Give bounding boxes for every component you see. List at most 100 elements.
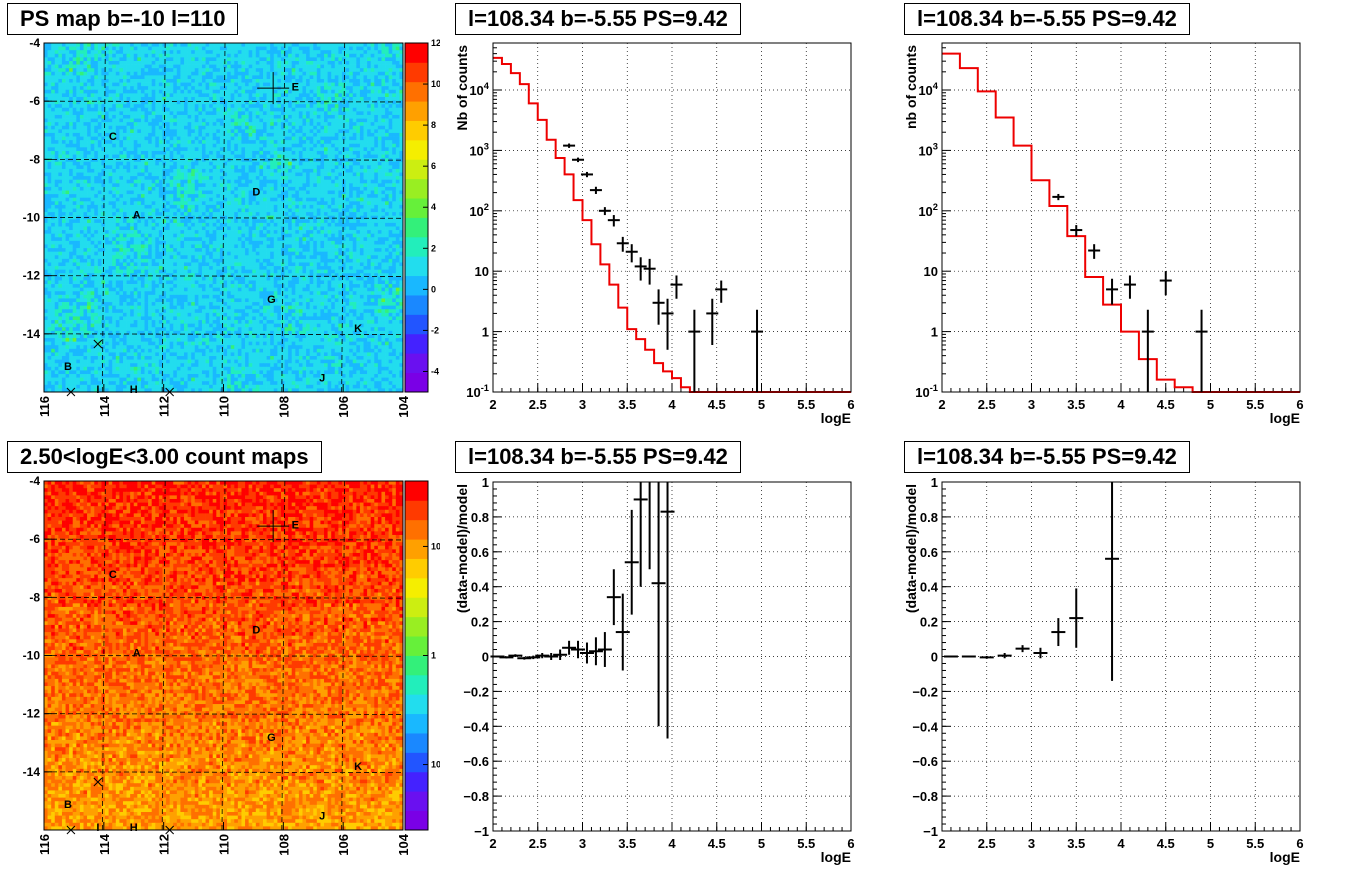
y-tick-label: -12: [23, 707, 41, 721]
residual-title-1: l=108.34 b=-5.55 PS=9.42: [455, 441, 741, 473]
x-tick-label: 4: [668, 836, 676, 851]
residual-point: [998, 653, 1012, 658]
y-axis-title: nb of counts: [903, 45, 919, 129]
colorbar-cell: [405, 101, 428, 121]
data-point: [581, 172, 593, 177]
x-tick-label: 3.5: [618, 836, 636, 851]
y-tick-label: 0.4: [920, 580, 939, 595]
x-tick-label: 114: [97, 395, 112, 417]
x-tick-label: 2.5: [529, 836, 547, 851]
y-tick-label: 0.4: [471, 580, 490, 595]
y-tick-label: -10: [23, 649, 41, 663]
y-tick-label: 0: [931, 650, 938, 665]
ps-map-title: PS map b=-10 l=110: [7, 3, 238, 35]
colorbar-cell: [405, 617, 428, 637]
colorbar-cell: [405, 276, 428, 296]
residual-point: [1105, 482, 1119, 681]
data-point: [563, 144, 575, 148]
spectrum-title-2: l=108.34 b=-5.55 PS=9.42: [904, 3, 1190, 35]
colorbar-cell: [405, 198, 428, 218]
source-label-I: I: [96, 384, 99, 396]
residual-point: [980, 656, 994, 659]
colorbar-cell: [405, 481, 428, 501]
x-tick-label: 112: [157, 396, 172, 417]
source-label-A: A: [133, 210, 141, 222]
x-tick-label: 2: [938, 397, 945, 412]
colorbar-tick-label: 12: [431, 38, 440, 48]
x-tick-label: 4: [668, 397, 676, 412]
colorbar-cell: [405, 539, 428, 559]
y-tick-label: 104: [918, 81, 938, 98]
y-tick-label: 0.8: [920, 510, 938, 525]
colorbar-cell: [405, 733, 428, 753]
x-tick-label: 4.5: [708, 397, 726, 412]
residual-point: [634, 482, 648, 587]
x-tick-label: 3: [1028, 397, 1035, 412]
y-tick-label: 10-1: [466, 383, 489, 400]
x-tick-label: 4.5: [1157, 397, 1175, 412]
spectrum-title-1: l=108.34 b=-5.55 PS=9.42: [455, 3, 741, 35]
x-tick-label: 4.5: [708, 836, 726, 851]
source-label-D: D: [252, 624, 260, 636]
x-tick-label: 2: [938, 836, 945, 851]
data-point: [1124, 275, 1136, 298]
y-tick-label: 104: [469, 81, 489, 98]
source-label-C: C: [109, 131, 117, 143]
colorbar-cell: [405, 675, 428, 695]
colorbar-cell: [405, 373, 428, 393]
model-step-line: [942, 54, 1300, 392]
x-tick-label: 4: [1117, 836, 1125, 851]
x-tick-label: 108: [276, 396, 291, 418]
colorbar-cell: [405, 597, 428, 617]
grid: [942, 482, 1300, 831]
colorbar-cell: [405, 656, 428, 676]
colorbar-cell: [405, 520, 428, 540]
colorbar-tick-label: 10: [431, 79, 440, 89]
colorbar-tick-label: 2: [431, 243, 436, 253]
x-tick-label: 5: [1207, 836, 1214, 851]
y-tick-label: -4: [29, 36, 40, 50]
data-point: [1088, 244, 1100, 259]
source-label-J: J: [319, 372, 325, 384]
colorbar-tick-label: 10: [431, 541, 440, 551]
y-tick-label: 1: [482, 325, 489, 340]
y-tick-label: 102: [469, 202, 489, 219]
residual-point: [1016, 645, 1030, 652]
colorbar-tick-label: 10-1: [431, 759, 440, 770]
y-tick-label: 0: [482, 650, 489, 665]
y-tick-label: −0.2: [912, 684, 938, 699]
residual-point: [661, 482, 675, 739]
x-tick-label: 3.5: [1067, 836, 1085, 851]
source-label-B: B: [64, 799, 72, 811]
x-tick-label: 116: [37, 396, 52, 417]
residual-point: [1069, 588, 1083, 647]
y-tick-label: 1: [482, 475, 489, 490]
residual-point: [625, 510, 639, 615]
x-tick-label: 3: [1028, 836, 1035, 851]
x-tick-label: 108: [276, 834, 291, 856]
source-label-K: K: [354, 323, 362, 335]
y-tick-label: −0.4: [463, 719, 489, 734]
x-tick-label: 104: [396, 395, 411, 417]
y-tick-label: −0.6: [463, 754, 489, 769]
data-point: [1142, 310, 1154, 392]
residual-point: [580, 643, 594, 664]
colorbar-cell: [405, 334, 428, 354]
y-tick-label: −0.2: [463, 684, 489, 699]
y-tick-label: −0.6: [912, 754, 938, 769]
y-tick-label: 0.8: [471, 510, 489, 525]
colorbar-cell: [405, 140, 428, 160]
x-tick-label: 5: [1207, 397, 1214, 412]
grid: [493, 43, 851, 392]
y-tick-label: 103: [918, 142, 938, 159]
y-tick-label: 0.2: [920, 615, 938, 630]
colorbar-cell: [405, 218, 428, 238]
